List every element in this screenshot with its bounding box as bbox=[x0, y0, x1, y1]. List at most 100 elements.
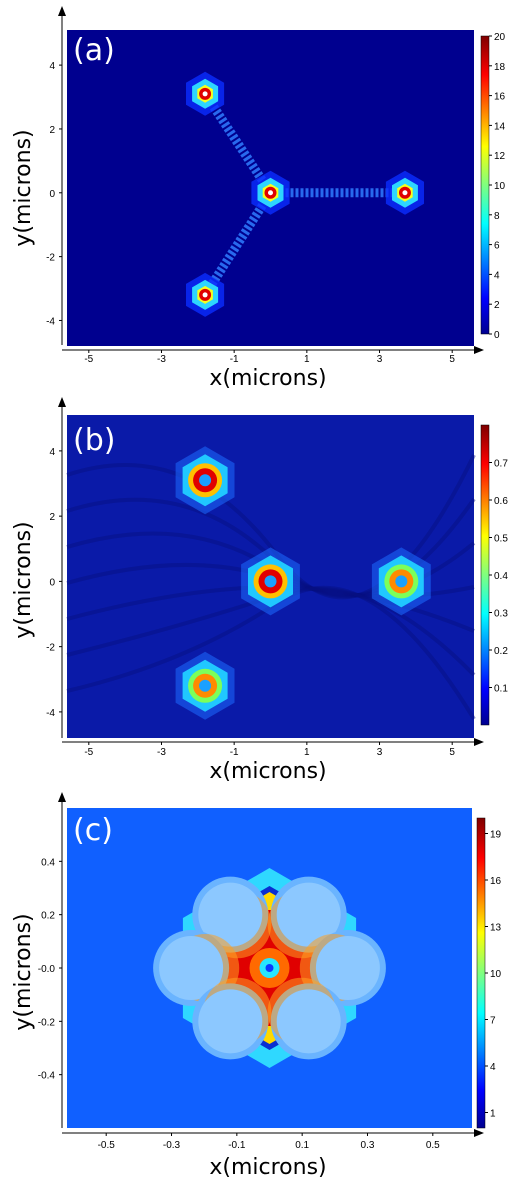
panel-c: -0.5 -0.3 -0.1 0.1 0.3 0.5 0.4 0.2 -0.0 -0.2 -0.4… bbox=[0, 790, 517, 1186]
colorbar-tick-label: 0.3 bbox=[494, 609, 508, 620]
x-axis-label: x(microns) bbox=[209, 759, 326, 784]
x-tick-label: 0.5 bbox=[426, 1140, 440, 1151]
x-tick-label: -3 bbox=[157, 354, 166, 365]
air-hole bbox=[267, 977, 347, 1060]
mode-ring bbox=[371, 547, 431, 616]
x-tick-label: -5 bbox=[84, 354, 93, 365]
y-axis-label: y(microns) bbox=[11, 521, 36, 638]
heatmap-features bbox=[66, 446, 476, 721]
intensity-spot bbox=[385, 170, 424, 215]
y-tick-label: -4 bbox=[46, 316, 55, 327]
colorbar-tick-label: 10 bbox=[494, 181, 506, 192]
colorbar bbox=[480, 424, 490, 726]
colorbar-tick-label: 8 bbox=[494, 211, 500, 222]
y-tick-label: -0.0 bbox=[38, 964, 56, 975]
panel-a: -5 -3 -1 1 3 5 4 2 0 -2 -4 20 18 16 14 12 10 8 6 4 2 0 (a) … bbox=[0, 0, 517, 395]
heatmap-features bbox=[153, 868, 386, 1068]
x-axis-label: x(microns) bbox=[209, 1155, 326, 1180]
mode-ring bbox=[175, 651, 235, 720]
colorbar-tick-label: 10 bbox=[490, 969, 502, 980]
intensity-spot bbox=[186, 272, 225, 317]
x-tick-label: -1 bbox=[230, 354, 239, 365]
x-tick-label: 3 bbox=[377, 354, 383, 365]
y-axis-arrow bbox=[58, 792, 66, 802]
colorbar-tick-label: 0.5 bbox=[494, 534, 508, 545]
y-axis-label: y(microns) bbox=[11, 129, 36, 246]
x-tick-label: -0.3 bbox=[163, 1140, 181, 1151]
y-tick-label: 4 bbox=[49, 447, 55, 458]
colorbar-tick-label: 13 bbox=[490, 923, 502, 934]
y-ticks: 4 2 0 -2 -4 bbox=[46, 61, 62, 327]
x-axis-arrow bbox=[474, 346, 484, 354]
x-tick-label: -0.1 bbox=[228, 1140, 246, 1151]
panel-label: (b) bbox=[73, 423, 115, 458]
y-tick-label: 0.2 bbox=[41, 911, 55, 922]
air-hole bbox=[153, 930, 240, 1006]
y-tick-label: 2 bbox=[49, 512, 55, 523]
x-tick-label: 0.1 bbox=[295, 1140, 309, 1151]
x-axis-label: x(microns) bbox=[209, 366, 326, 391]
y-axis-label: y(microns) bbox=[11, 913, 36, 1030]
panel-label: (c) bbox=[73, 813, 113, 848]
mode-ring bbox=[241, 547, 300, 616]
colorbar-tick-label: 7 bbox=[490, 1016, 496, 1027]
y-axis-arrow bbox=[58, 6, 66, 16]
panel-b: -5 -3 -1 1 3 5 4 2 0 -2 -4 0.7 0.6 0.5 0.4 0.3 0.2 0.1 … bbox=[0, 395, 517, 790]
x-tick-label: 1 bbox=[304, 354, 310, 365]
colorbar bbox=[476, 817, 486, 1129]
colorbar-tick-label: 16 bbox=[490, 876, 502, 887]
colorbar-ticks: 19 16 13 10 7 4 1 bbox=[485, 830, 502, 1120]
y-tick-label: -0.2 bbox=[38, 1017, 56, 1028]
colorbar-tick-label: 20 bbox=[494, 32, 506, 43]
x-tick-label: -0.5 bbox=[98, 1140, 116, 1151]
x-tick-label: 1 bbox=[304, 747, 310, 758]
x-ticks: -0.5 -0.3 -0.1 0.1 0.3 0.5 bbox=[98, 1133, 440, 1151]
colorbar bbox=[480, 35, 490, 335]
colorbar-tick-label: 4 bbox=[494, 270, 500, 281]
colorbar-tick-label: 6 bbox=[494, 241, 500, 252]
x-axis-arrow bbox=[474, 1129, 484, 1137]
y-tick-label: -4 bbox=[46, 708, 55, 719]
waveguide bbox=[201, 190, 275, 298]
panel-c-svg: -0.5 -0.3 -0.1 0.1 0.3 0.5 0.4 0.2 -0.0 -0.2 -0.4… bbox=[11, 792, 502, 1180]
x-tick-label: 0.3 bbox=[361, 1140, 375, 1151]
x-tick-label: -3 bbox=[157, 747, 166, 758]
x-ticks: -5 -3 -1 1 3 5 bbox=[84, 742, 455, 758]
y-tick-label: 2 bbox=[49, 125, 55, 136]
y-tick-label: 0.4 bbox=[41, 857, 55, 868]
colorbar-tick-label: 2 bbox=[494, 300, 500, 311]
y-tick-label: -2 bbox=[46, 253, 55, 264]
panel-label: (a) bbox=[73, 33, 115, 68]
colorbar-tick-label: 0.4 bbox=[494, 571, 508, 582]
colorbar-tick-label: 4 bbox=[490, 1062, 496, 1073]
colorbar-tick-label: 18 bbox=[494, 62, 506, 73]
colorbar-tick-label: 16 bbox=[494, 92, 506, 103]
x-axis-arrow bbox=[474, 738, 484, 746]
x-tick-label: 5 bbox=[449, 747, 455, 758]
x-tick-label: 5 bbox=[449, 354, 455, 365]
intensity-spot bbox=[186, 71, 225, 116]
colorbar-tick-label: 0.6 bbox=[494, 496, 508, 507]
y-tick-label: 4 bbox=[49, 61, 55, 72]
air-hole bbox=[192, 977, 272, 1060]
x-tick-label: 3 bbox=[377, 747, 383, 758]
colorbar-tick-label: 14 bbox=[494, 121, 506, 132]
colorbar-tick-label: 12 bbox=[494, 151, 506, 162]
x-ticks: -5 -3 -1 1 3 5 bbox=[84, 350, 455, 365]
y-ticks: 4 2 0 -2 -4 bbox=[46, 447, 62, 719]
colorbar-ticks: 0.7 0.6 0.5 0.4 0.3 0.2 0.1 bbox=[489, 459, 508, 695]
y-tick-label: -2 bbox=[46, 643, 55, 654]
colorbar-tick-label: 0.2 bbox=[494, 646, 508, 657]
y-tick-label: 0 bbox=[49, 189, 55, 200]
y-tick-label: -0.4 bbox=[38, 1071, 56, 1082]
y-ticks: 0.4 0.2 -0.0 -0.2 -0.4 bbox=[38, 857, 62, 1082]
y-axis-arrow bbox=[58, 397, 66, 407]
x-tick-label: -5 bbox=[84, 747, 93, 758]
x-tick-label: -1 bbox=[230, 747, 239, 758]
y-tick-label: 0 bbox=[49, 577, 55, 588]
intensity-spot bbox=[251, 170, 290, 215]
mode-ring bbox=[175, 446, 235, 515]
panel-b-svg: -5 -3 -1 1 3 5 420-2-4 0.70.60.50.40.30.20.1 … bbox=[11, 397, 508, 784]
